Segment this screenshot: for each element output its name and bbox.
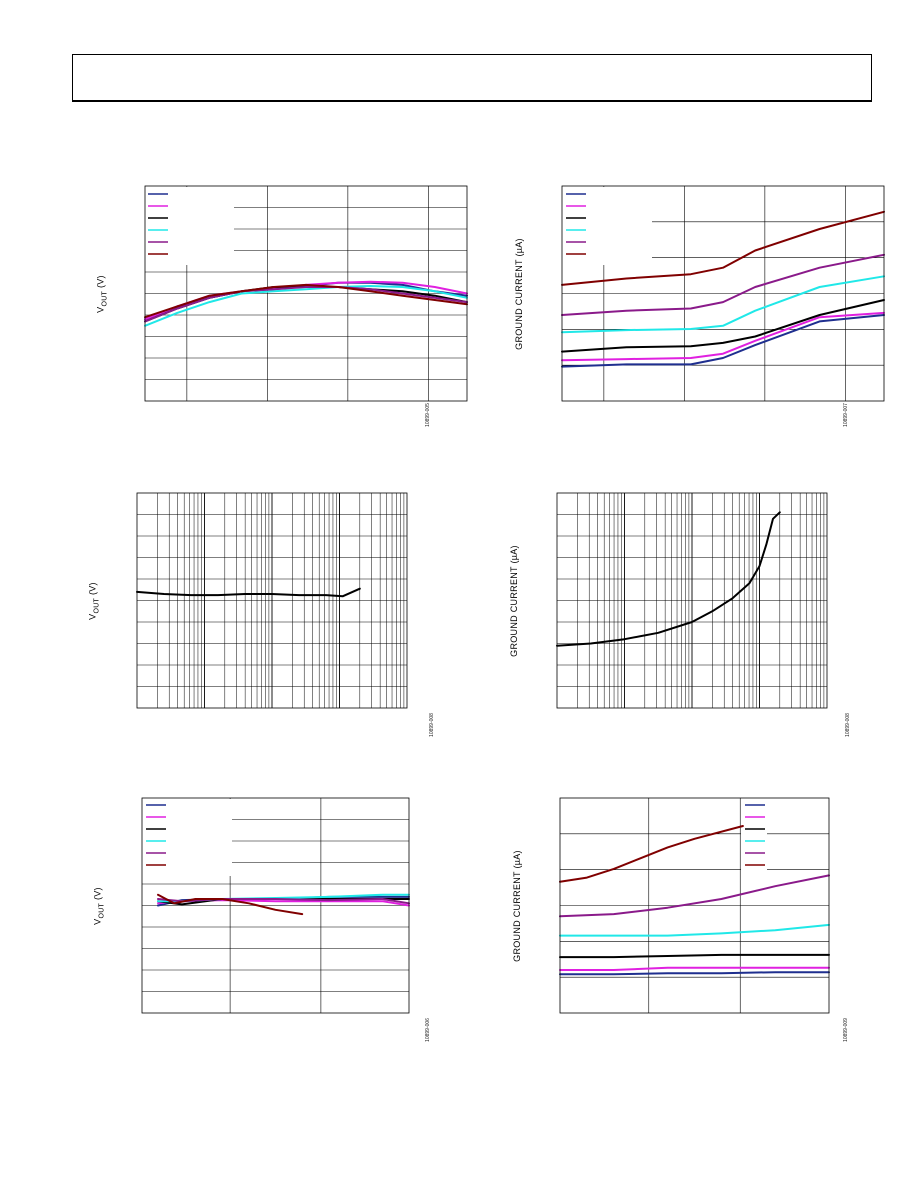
- chart-svg: [144, 185, 468, 402]
- chart-svg: [556, 492, 828, 709]
- chart-vout-3: VOUT (V) 10899-006: [80, 785, 440, 1055]
- y-axis-label-sub: OUT: [98, 902, 106, 919]
- y-axis-label-sub: OUT: [101, 290, 109, 307]
- y-axis-label-main: GROUND CURRENT (µA): [509, 544, 519, 657]
- y-axis-label: GROUND CURRENT (µA): [512, 850, 522, 962]
- chart-vout-1: VOUT (V) 10899-005: [80, 170, 468, 440]
- series-line-4: [144, 286, 468, 323]
- series-line-5: [144, 283, 468, 319]
- y-axis-label-main: GROUND CURRENT (µA): [514, 237, 524, 350]
- y-axis-label: VOUT (V): [96, 275, 109, 313]
- chart-svg: [561, 185, 885, 402]
- legend-box: [142, 799, 232, 876]
- figure-id: 10899-005: [425, 403, 431, 427]
- figure-id: 10899-007: [843, 403, 849, 427]
- chart-ground-current-3: GROUND CURRENT (µA) 10899-009: [500, 785, 860, 1055]
- series-line-3: [561, 275, 885, 334]
- series-line-3: [559, 923, 830, 937]
- y-axis-label-sub: OUT: [93, 597, 101, 614]
- figure-id: 10899-008: [429, 713, 435, 737]
- series-line-3: [144, 285, 468, 327]
- chart-svg: [559, 797, 830, 1014]
- legend-box: [562, 187, 652, 265]
- page-header-box: [72, 54, 872, 102]
- y-axis-label-main: V: [87, 613, 98, 620]
- plot-area: [561, 185, 885, 402]
- series-line-2: [559, 953, 830, 959]
- chart-svg: [141, 797, 410, 1014]
- series-line-4: [561, 253, 885, 316]
- figure-id: 10899-006: [425, 1018, 431, 1042]
- series-line-5: [561, 210, 885, 286]
- figure-id: 10899-009: [843, 1018, 849, 1042]
- y-axis-label: VOUT (V): [93, 887, 106, 925]
- series-line-0: [136, 587, 361, 598]
- plot-area: [144, 185, 468, 402]
- series-line-0: [559, 971, 830, 976]
- series-line-5: [559, 825, 744, 883]
- legend-box: [144, 187, 234, 265]
- plot-area: [136, 492, 408, 709]
- series-line-0: [556, 511, 781, 647]
- plot-area: [141, 797, 410, 1014]
- y-axis-label: GROUND CURRENT (µA): [509, 545, 519, 657]
- plot-frame: [136, 492, 408, 709]
- chart-svg: [136, 492, 408, 709]
- y-axis-label-unit: (V): [95, 274, 106, 291]
- y-axis-label: GROUND CURRENT (µA): [514, 238, 524, 350]
- chart-ground-current-1: GROUND CURRENT (µA) 10899-007: [500, 170, 885, 440]
- plot-area: [556, 492, 828, 709]
- plot-frame: [559, 797, 830, 1014]
- plot-area: [559, 797, 830, 1014]
- plot-frame: [561, 185, 885, 402]
- plot-frame: [144, 185, 468, 402]
- figure-id: 10899-008: [845, 713, 851, 737]
- chart-ground-current-2: GROUND CURRENT (µA) 10899-008: [500, 480, 860, 750]
- series-line-1: [561, 311, 885, 362]
- series-line-1: [559, 966, 830, 971]
- y-axis-label-unit: (V): [92, 886, 103, 903]
- y-axis-label-main: GROUND CURRENT (µA): [512, 849, 522, 962]
- legend-box: [741, 799, 767, 876]
- series-line-4: [559, 874, 830, 918]
- series-line-2: [561, 299, 885, 353]
- chart-vout-2: VOUT (V) 10899-008: [80, 480, 440, 750]
- series-line-5: [157, 893, 304, 916]
- plot-frame: [556, 492, 828, 709]
- series-line-0: [561, 314, 885, 368]
- plot-frame: [141, 797, 410, 1014]
- y-axis-label: VOUT (V): [88, 582, 101, 620]
- y-axis-label-main: V: [92, 918, 103, 925]
- y-axis-label-main: V: [95, 306, 106, 313]
- y-axis-label-unit: (V): [87, 581, 98, 598]
